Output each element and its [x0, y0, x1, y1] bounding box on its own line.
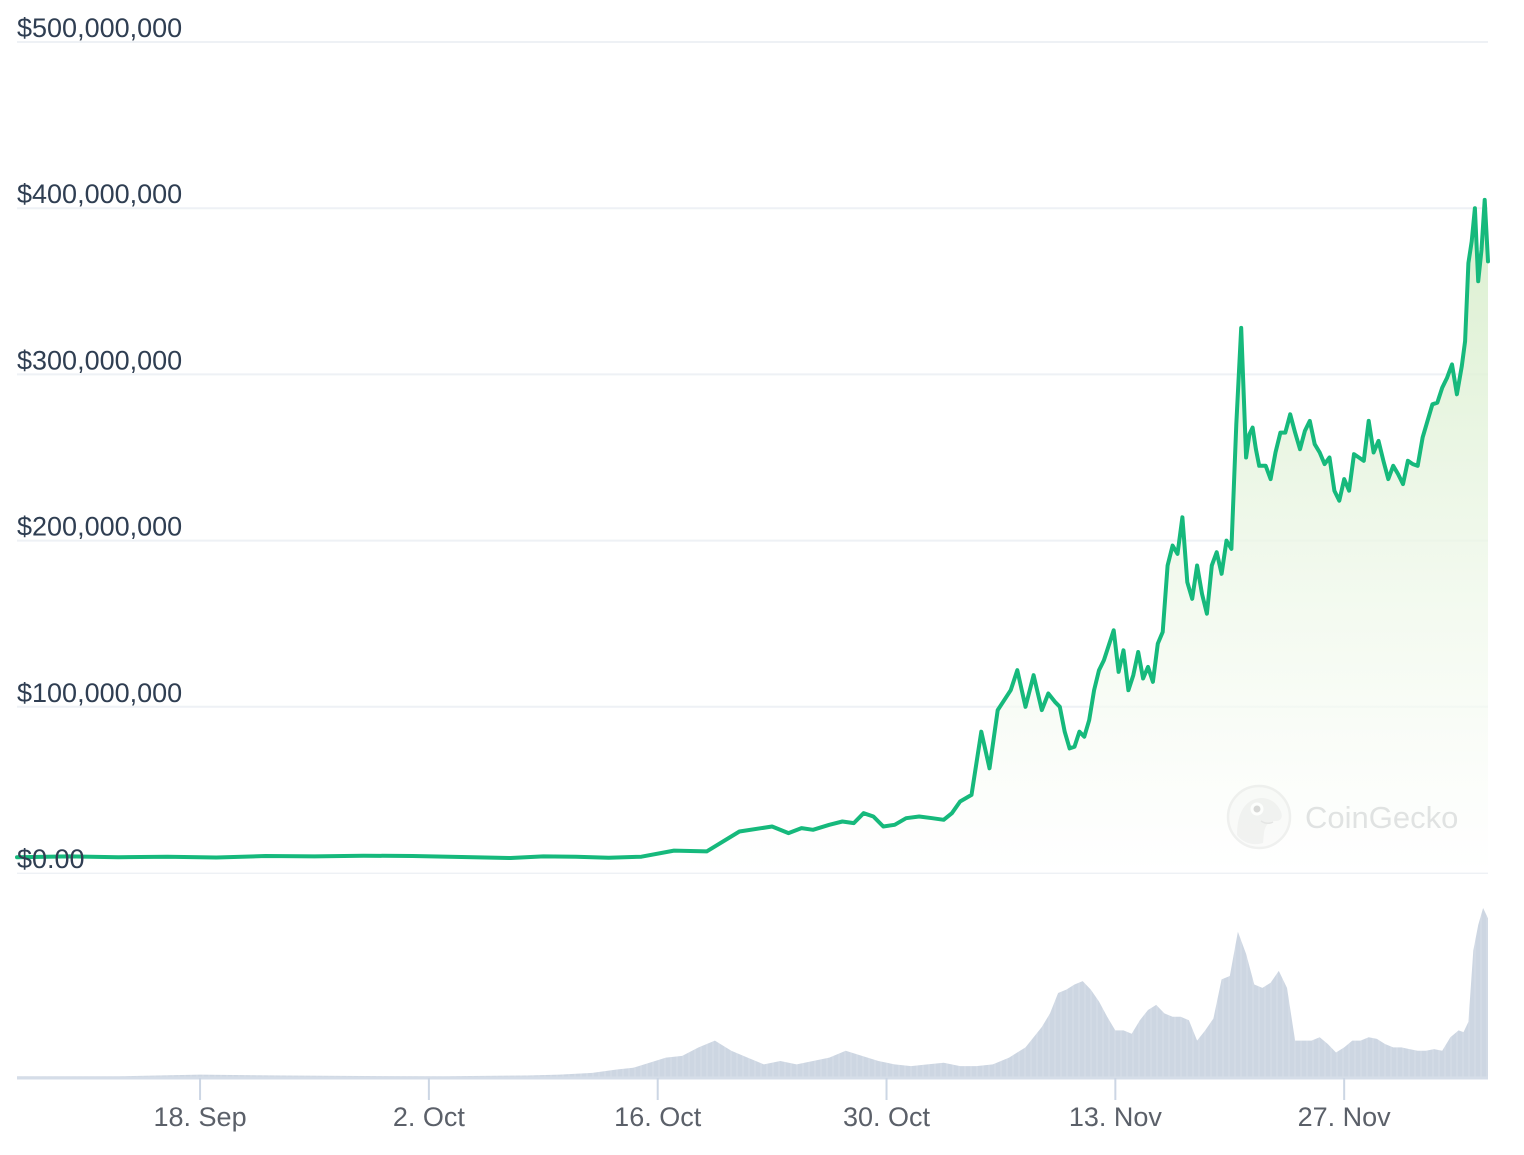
y-tick-label: $300,000,000 — [17, 345, 182, 375]
volume-area — [17, 908, 1488, 1078]
market-cap-line-path[interactable] — [15, 197, 1490, 860]
y-tick-label: $500,000,000 — [17, 13, 182, 43]
x-tick-label: 30. Oct — [843, 1102, 931, 1132]
x-tick-label: 18. Sep — [154, 1102, 247, 1132]
y-axis-labels: $500,000,000 $400,000,000 $300,000,000 $200… — [17, 13, 182, 874]
volume-series — [16, 898, 1488, 1080]
x-axis: 18. Sep 2. Oct 16. Oct 30. Oct 13. Nov 27. No… — [154, 1078, 1392, 1132]
y-tick-label: $400,000,000 — [17, 179, 182, 209]
y-tick-label: $0.00 — [17, 844, 85, 874]
y-tick-label: $100,000,000 — [17, 678, 182, 708]
market-cap-area — [17, 199, 1488, 873]
market-cap-line[interactable] — [15, 197, 1490, 860]
x-tick-label: 13. Nov — [1069, 1102, 1163, 1132]
x-tick-label: 27. Nov — [1298, 1102, 1392, 1132]
x-tick-label: 16. Oct — [614, 1102, 702, 1132]
y-tick-label: $200,000,000 — [17, 512, 182, 542]
x-tick-label: 2. Oct — [393, 1102, 466, 1132]
market-cap-fill — [17, 199, 1488, 873]
